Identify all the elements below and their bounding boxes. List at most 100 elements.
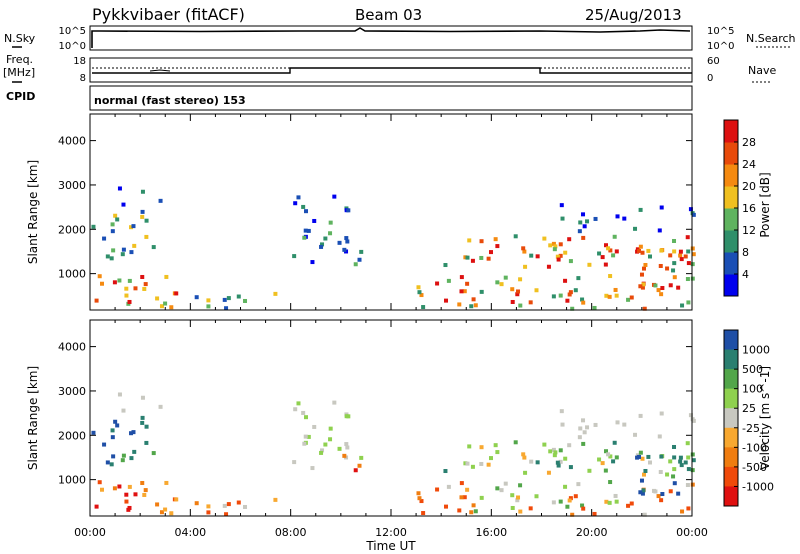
velocity-cell (306, 434, 311, 439)
ytick-label: 4000 (58, 341, 86, 354)
power-cell (120, 252, 125, 257)
power-cell (603, 262, 608, 267)
velocity-cell (686, 467, 691, 472)
power-cell (678, 253, 683, 258)
power-cell (493, 237, 498, 242)
power-cell (446, 278, 451, 283)
velocity-cell (127, 484, 132, 489)
power-cell (639, 272, 644, 277)
velocity-cell (129, 431, 134, 436)
velocity-cell (479, 495, 484, 500)
velocity-cell (558, 459, 563, 464)
velocity-cell (672, 455, 677, 460)
velocity-cell (94, 504, 99, 509)
power-cell (155, 296, 160, 301)
velocity-cell (606, 452, 611, 457)
power-cell (638, 207, 643, 212)
colorbar-tick: 4 (742, 268, 749, 281)
nsky-label: N.Sky (4, 32, 36, 45)
velocity-cell (169, 511, 174, 516)
power-cell (129, 225, 134, 230)
velocity-cell (421, 511, 426, 516)
power-cell (691, 252, 696, 257)
velocity-cell (163, 507, 168, 512)
velocity-cell (614, 499, 619, 504)
ytick-label: 2000 (58, 223, 86, 236)
velocity-cell (658, 469, 663, 474)
velocity-cell (510, 505, 515, 510)
velocity-cell (113, 419, 118, 424)
velocity-cell (581, 418, 586, 423)
velocity-cell (435, 487, 440, 492)
xtick-label: 12:00 (375, 526, 407, 539)
velocity-cell (546, 470, 551, 475)
power-cell (91, 224, 96, 229)
power-cell (558, 253, 563, 258)
power-cell (510, 299, 515, 304)
power-cell (222, 297, 227, 302)
power-cell (467, 238, 472, 243)
velocity-colorbar-label: Velocity [m s^-1] (758, 366, 772, 470)
power-cell (99, 281, 104, 286)
colorbar-tick: 100 (742, 383, 763, 396)
velocity-cell (587, 468, 592, 473)
velocity-cell (593, 422, 598, 427)
power-cell (552, 247, 557, 252)
velocity-cell (556, 463, 561, 468)
velocity-cell (323, 442, 328, 447)
velocity-cell (515, 498, 520, 503)
velocity-cell (640, 491, 645, 496)
power-cell (672, 249, 677, 254)
power-cell (503, 275, 508, 280)
beam-label: Beam 03 (355, 6, 422, 24)
power-cell (680, 303, 685, 308)
velocity-cell (685, 441, 690, 446)
velocity-cell (600, 461, 605, 466)
colorbar-tick: -100 (742, 441, 767, 454)
velocity-cell (518, 509, 523, 514)
velocity-cell (117, 392, 122, 397)
velocity-heatmap (91, 392, 696, 517)
velocity-cell (486, 462, 491, 467)
velocity-yticks: 1000 2000 3000 4000 (58, 341, 692, 487)
power-cell (473, 303, 478, 308)
velocity-cell (142, 492, 147, 497)
velocity-cell (296, 401, 301, 406)
power-cell (516, 289, 521, 294)
velocity-cell (495, 450, 500, 455)
freq-label-1: Freq. (6, 53, 33, 66)
power-cell (140, 214, 145, 219)
velocity-cell (672, 444, 677, 449)
velocity-cell (174, 497, 179, 502)
velocity-cell (493, 443, 498, 448)
velocity-cell (603, 468, 608, 473)
power-heatmap (91, 186, 696, 311)
power-cell (686, 261, 691, 266)
velocity-cell (222, 503, 227, 508)
velocity-cell (648, 460, 653, 465)
velocity-cell (576, 482, 581, 487)
power-cell (567, 292, 572, 297)
power-cell (573, 288, 578, 293)
velocity-cell (642, 512, 647, 517)
power-cell (110, 222, 115, 227)
power-cell (672, 261, 677, 266)
velocity-cell (224, 512, 229, 517)
power-cell (668, 253, 673, 258)
velocity-cell (646, 454, 651, 459)
power-cell (140, 189, 145, 194)
power-cell (479, 289, 484, 294)
power-cell (691, 212, 696, 217)
power-cell (653, 283, 658, 288)
velocity-cell (638, 450, 643, 455)
power-cell (345, 239, 350, 244)
velocity-cell (120, 458, 125, 463)
ytick-label: 1000 (58, 474, 86, 487)
power-cell (112, 280, 117, 285)
velocity-cell (292, 460, 297, 465)
colorbar-segment (724, 230, 738, 253)
velocity-cell (143, 488, 148, 493)
velocity-cell (552, 453, 557, 458)
power-cell (640, 250, 645, 255)
velocity-cell (332, 400, 337, 405)
